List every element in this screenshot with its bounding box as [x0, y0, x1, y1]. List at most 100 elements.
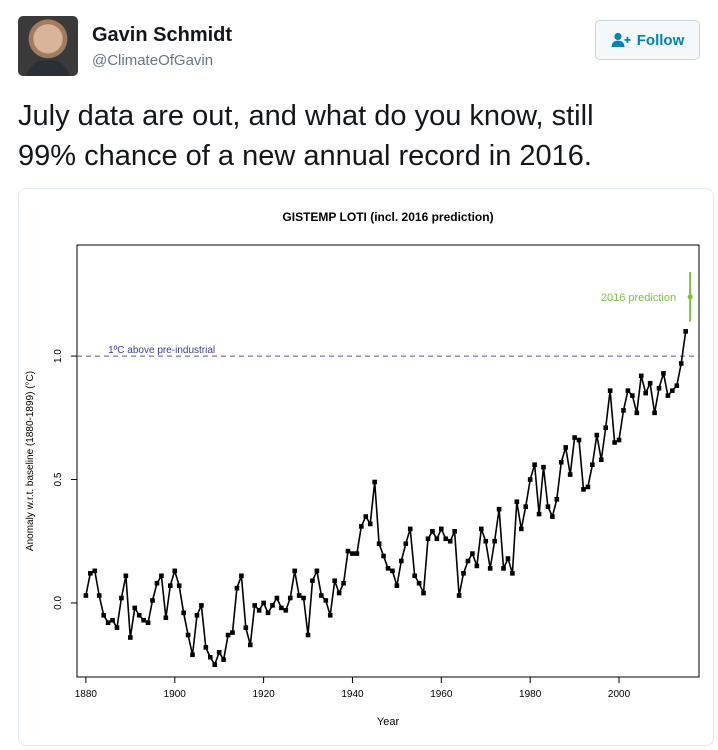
data-point	[88, 571, 93, 576]
data-point	[145, 620, 151, 625]
x-tick-label: 1940	[341, 689, 364, 700]
data-point	[403, 541, 409, 546]
data-point	[194, 612, 200, 618]
x-tick-label: 1980	[519, 689, 542, 700]
avatar[interactable]	[18, 16, 78, 76]
data-point	[207, 654, 213, 660]
data-point	[96, 593, 102, 598]
tweet-text: July data are out, and what do you know,…	[18, 96, 708, 176]
data-point	[354, 551, 360, 556]
data-point	[234, 585, 240, 591]
prediction-label: 2016 prediction	[601, 292, 676, 304]
x-axis-label: Year	[377, 716, 400, 728]
data-point	[345, 548, 351, 554]
x-tick-label: 2000	[608, 689, 631, 700]
plot-frame	[76, 244, 700, 678]
data-point	[136, 612, 142, 618]
data-point	[270, 603, 275, 608]
data-point	[105, 620, 111, 625]
data-point	[665, 393, 671, 398]
data-point	[518, 526, 524, 532]
media-card[interactable]: GISTEMP LOTI (incl. 2016 prediction) 1880…	[18, 188, 714, 746]
data-point	[243, 625, 249, 630]
data-point	[434, 536, 440, 542]
data-point	[265, 610, 271, 616]
data-point	[510, 571, 515, 576]
data-point	[581, 487, 586, 492]
data-point	[465, 558, 471, 564]
data-point	[101, 612, 106, 618]
data-point	[230, 630, 235, 635]
temperature-chart: GISTEMP LOTI (incl. 2016 prediction) 1880…	[25, 210, 700, 728]
data-point	[585, 484, 591, 490]
display-name[interactable]: Gavin Schmidt	[92, 24, 233, 46]
data-point	[123, 573, 129, 579]
data-point	[159, 573, 164, 579]
data-point	[181, 610, 186, 616]
data-point	[225, 632, 231, 638]
tweet-text-line-2: 99% chance of a new annual record in 201…	[18, 140, 592, 172]
data-point	[558, 459, 564, 465]
data-point	[310, 578, 315, 584]
x-tick-label: 1920	[252, 689, 275, 700]
data-point	[154, 580, 160, 586]
data-point	[163, 615, 169, 621]
prediction-point	[687, 294, 693, 300]
data-point	[247, 642, 253, 648]
data-point	[332, 578, 337, 584]
data-point	[292, 568, 297, 574]
data-point	[83, 593, 89, 598]
data-point	[683, 329, 688, 334]
data-point	[621, 408, 626, 413]
data-point	[487, 566, 493, 571]
data-point	[523, 504, 529, 509]
data-point	[372, 479, 377, 485]
follow-label: Follow	[636, 31, 685, 49]
y-tick-label: 0.5	[53, 472, 64, 486]
data-point	[412, 573, 417, 579]
data-point	[501, 566, 506, 571]
data-point	[456, 593, 462, 598]
data-point	[327, 612, 333, 618]
data-point	[479, 526, 484, 532]
x-tick-label: 1960	[430, 689, 453, 700]
data-point	[336, 590, 342, 596]
follow-button[interactable]: Follow	[595, 20, 700, 60]
data-point	[279, 605, 284, 611]
add-user-icon	[611, 32, 631, 48]
data-point	[430, 529, 435, 534]
data-point	[114, 625, 120, 630]
data-point	[554, 496, 560, 502]
data-point	[652, 410, 657, 416]
y-tick-label: 1.0	[53, 349, 64, 363]
data-point	[452, 529, 457, 534]
data-point	[616, 437, 622, 443]
data-point	[590, 462, 595, 468]
data-point	[319, 593, 324, 598]
data-point	[505, 556, 511, 561]
screen-name[interactable]: @ClimateOfGavin	[92, 52, 214, 69]
data-point	[563, 445, 569, 450]
data-point	[252, 603, 258, 608]
data-point	[474, 563, 480, 569]
data-point	[603, 425, 608, 430]
data-point	[421, 590, 426, 596]
data-point	[625, 388, 631, 393]
data-point	[141, 617, 146, 623]
data-point	[527, 477, 533, 482]
data-point	[367, 521, 373, 527]
data-point	[576, 437, 582, 443]
data-point	[256, 608, 262, 613]
y-tick-label: 0.0	[53, 596, 64, 610]
data-point	[176, 583, 182, 588]
data-point	[203, 645, 209, 650]
data-point	[461, 571, 466, 576]
data-point	[670, 388, 675, 393]
data-point	[425, 536, 431, 542]
x-tick-label: 1900	[164, 689, 187, 700]
data-point	[350, 551, 355, 556]
x-tick-label: 1880	[75, 689, 98, 700]
data-point	[545, 504, 551, 509]
data-point	[514, 499, 520, 505]
data-point	[172, 568, 178, 574]
